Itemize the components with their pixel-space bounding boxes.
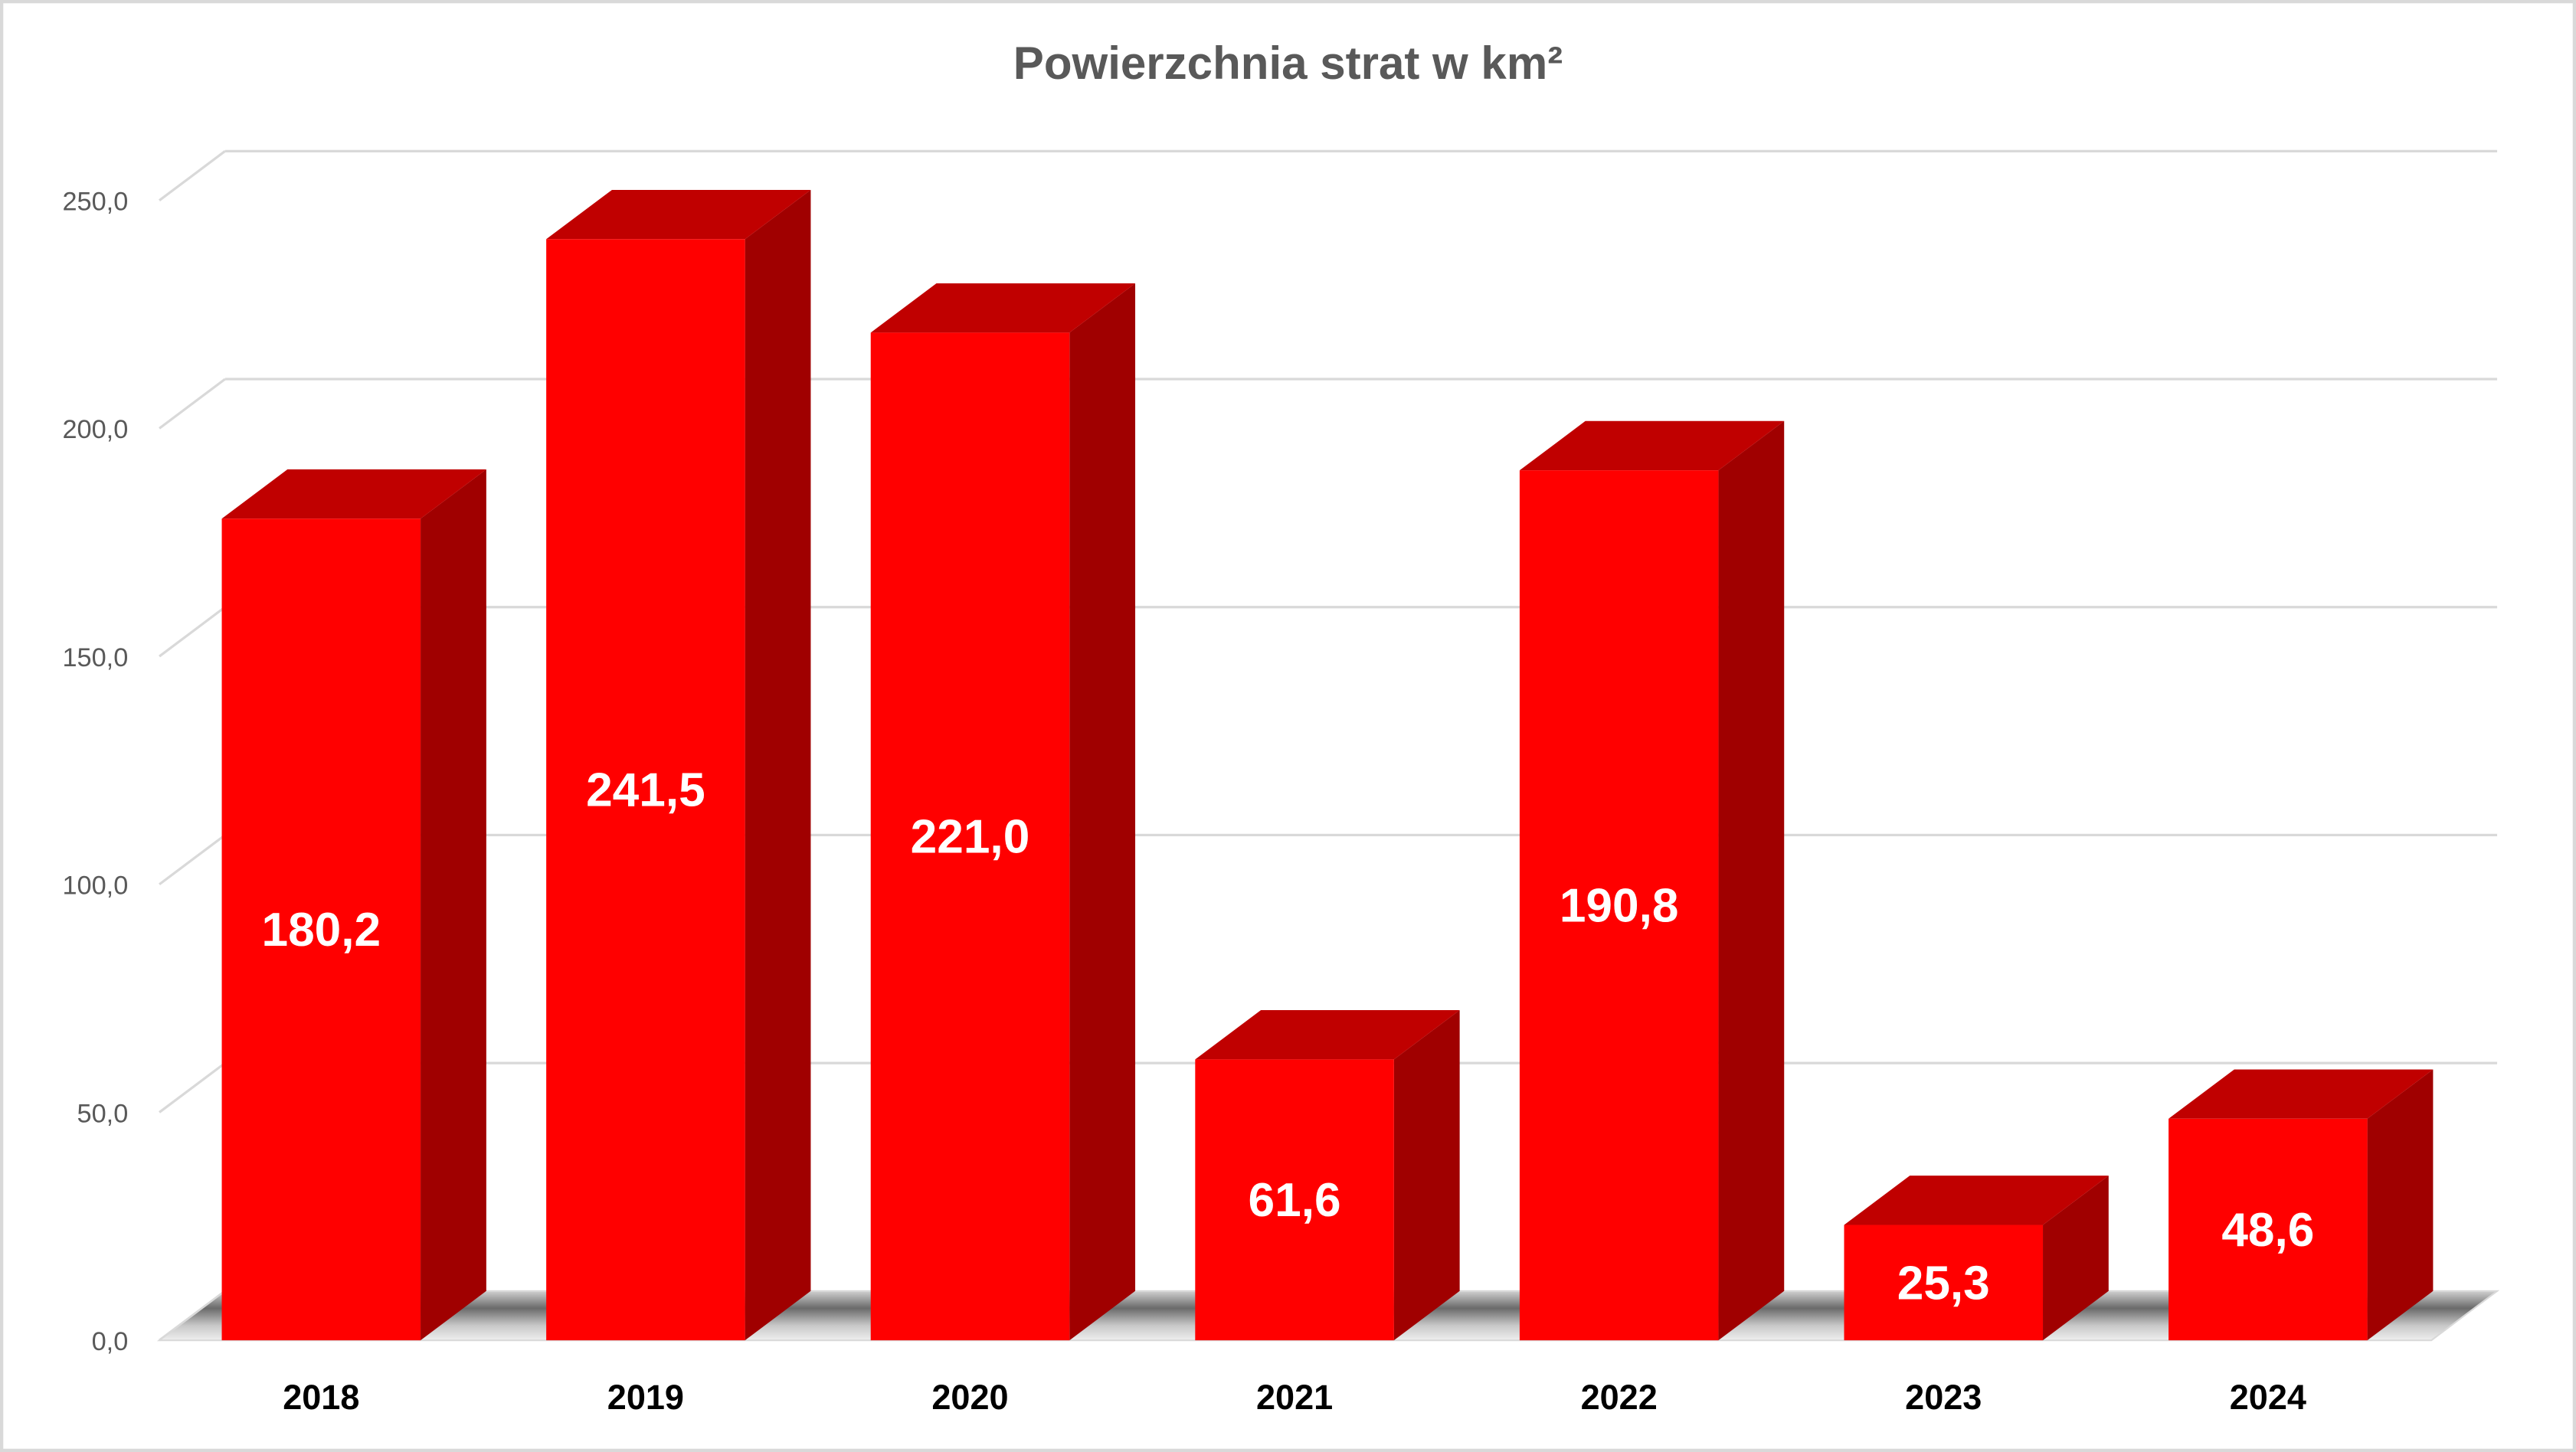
data-label: 180,2 bbox=[261, 904, 381, 957]
x-tick-label: 2024 bbox=[2230, 1378, 2306, 1417]
bar-front bbox=[1195, 1059, 1394, 1341]
bar-2023: 25,3 bbox=[1844, 1176, 2109, 1341]
bar-top bbox=[221, 469, 486, 519]
bar-front bbox=[546, 239, 745, 1341]
x-tick-label: 2020 bbox=[931, 1378, 1008, 1417]
data-label: 48,6 bbox=[2221, 1204, 2314, 1257]
y-axis-ticks: 0,0 50,0 100,0 150,0 200,0 250,0 bbox=[62, 188, 128, 1356]
x-axis-labels: 2018 2019 2020 2021 2022 2023 2024 bbox=[283, 1378, 2306, 1417]
bar-side bbox=[745, 189, 811, 1341]
bar-side bbox=[1069, 283, 1136, 1341]
bar-side bbox=[1393, 1010, 1460, 1341]
bar-side bbox=[421, 469, 486, 1341]
bar-2020: 221,0 bbox=[870, 283, 1136, 1341]
bar-side bbox=[1718, 420, 1785, 1341]
x-tick-label: 2023 bbox=[1905, 1378, 1982, 1417]
bar-2021: 61,6 bbox=[1195, 1010, 1460, 1341]
bar-front bbox=[870, 332, 1070, 1341]
y-tick-label: 200,0 bbox=[62, 415, 128, 444]
x-tick-label: 2019 bbox=[607, 1378, 684, 1417]
bar-top bbox=[2168, 1069, 2434, 1119]
bar-top bbox=[1844, 1176, 2109, 1225]
bar-side bbox=[2367, 1069, 2434, 1341]
y-tick-label: 250,0 bbox=[62, 188, 128, 217]
gridline-side bbox=[159, 378, 226, 430]
bar-front bbox=[1519, 470, 1719, 1341]
chart-title: Powierzchnia strat w km² bbox=[1013, 38, 1563, 89]
data-label: 25,3 bbox=[1897, 1257, 1990, 1310]
data-label: 221,0 bbox=[911, 811, 1030, 864]
bar-2024: 48,6 bbox=[2168, 1069, 2434, 1341]
bar-front bbox=[2168, 1118, 2368, 1341]
bars: 180,2 241,5 221,0 61,6 190,8 25,3 48,6 bbox=[221, 189, 2434, 1341]
bar-front bbox=[221, 518, 421, 1341]
data-label: 61,6 bbox=[1249, 1174, 1341, 1227]
bar-side bbox=[2043, 1176, 2109, 1341]
bar-top bbox=[546, 189, 811, 240]
bar-top bbox=[1195, 1010, 1460, 1060]
x-tick-label: 2022 bbox=[1581, 1378, 1658, 1417]
gridline-side bbox=[159, 1061, 226, 1114]
x-tick-label: 2018 bbox=[283, 1378, 359, 1417]
y-tick-label: 0,0 bbox=[92, 1327, 129, 1356]
data-label: 190,8 bbox=[1560, 880, 1679, 933]
bar-2022: 190,8 bbox=[1519, 420, 1785, 1341]
data-label: 241,5 bbox=[586, 764, 705, 817]
y-tick-label: 150,0 bbox=[62, 643, 128, 672]
gridline-side bbox=[159, 150, 226, 201]
y-tick-label: 100,0 bbox=[62, 872, 128, 901]
gridline-side bbox=[159, 834, 226, 886]
y-tick-label: 50,0 bbox=[77, 1099, 129, 1128]
bar-top bbox=[870, 283, 1136, 333]
x-tick-label: 2021 bbox=[1256, 1378, 1333, 1417]
bar-2019: 241,5 bbox=[546, 189, 811, 1341]
bar-front bbox=[1844, 1225, 2044, 1341]
bar-top bbox=[1519, 420, 1785, 471]
bar-2018: 180,2 bbox=[221, 469, 486, 1341]
gridline-side bbox=[159, 606, 226, 658]
